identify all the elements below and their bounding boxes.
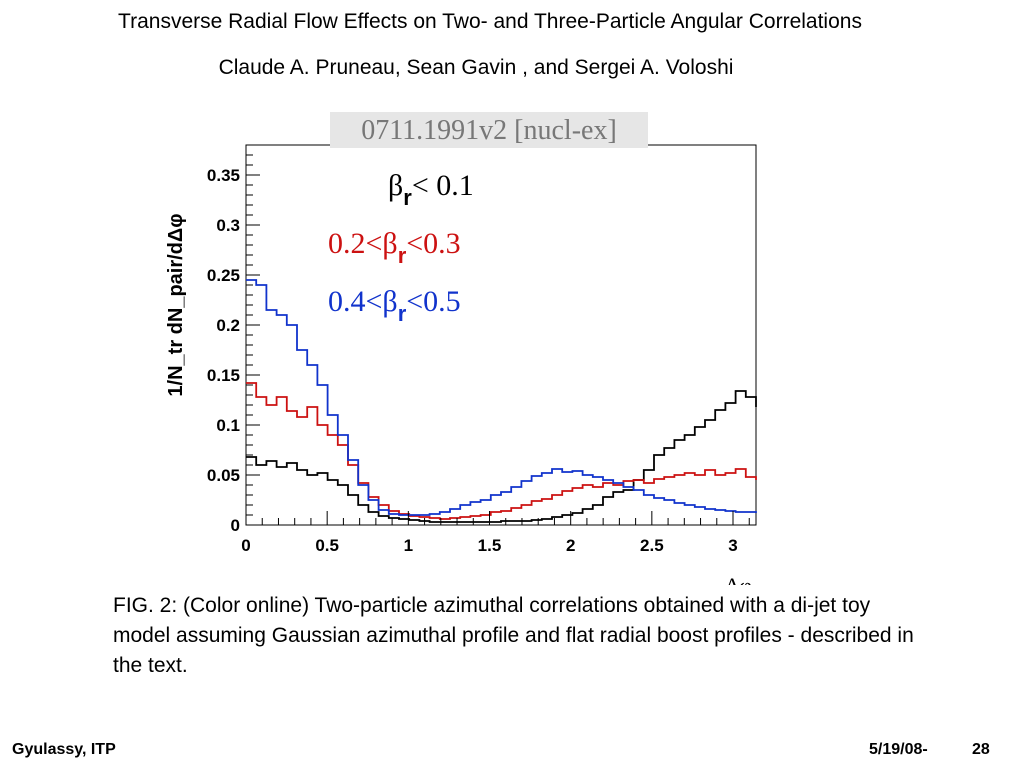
legend-entry-1: βr< 0.1 (388, 169, 474, 210)
footer-page-number: 28 (972, 741, 990, 758)
x-tick-label: 0 (241, 536, 250, 555)
legend-entry-2: 0.2<βr<0.3 (328, 227, 461, 268)
y-tick-label: 0.15 (207, 366, 240, 385)
footer-author: Gyulassy, ITP (12, 741, 116, 758)
x-tick-label: 0.5 (315, 536, 339, 555)
x-tick-label: 3 (728, 536, 737, 555)
slide-title: Transverse Radial Flow Effects on Two- a… (118, 10, 862, 33)
x-tick-label: 2.5 (640, 536, 664, 555)
y-tick-label: 0 (231, 516, 240, 535)
series-line-2 (246, 382, 757, 520)
series-line-3 (246, 279, 757, 516)
figure-caption: FIG. 2: (Color online) Two-particle azim… (113, 594, 914, 677)
x-axis-label: Δφ (725, 573, 752, 585)
footer-date: 5/19/08- (869, 741, 928, 758)
y-tick-label: 0.2 (216, 316, 240, 335)
y-tick-label: 0.05 (207, 466, 240, 485)
y-tick-label: 0.35 (207, 166, 240, 185)
legend-entry-3: 0.4<βr<0.5 (328, 285, 461, 326)
y-tick-label: 0.25 (207, 266, 240, 285)
watermark-box (330, 112, 648, 148)
slide-authors: Claude A. Pruneau, Sean Gavin , and Serg… (218, 56, 734, 79)
y-axis-label: 1/N_tr dN_pair/dΔφ (165, 213, 187, 396)
y-tick-label: 0.3 (216, 216, 240, 235)
series-line-1 (246, 390, 757, 523)
correlation-chart: 0 0.05 0.1 0.15 0.2 0.25 0.3 0.35 0 0.5 1 1.5 2 2.5 3 Δ… (165, 112, 757, 585)
y-tick-label: 0.1 (216, 416, 240, 435)
x-tick-label: 2 (566, 536, 575, 555)
x-tick-label: 1 (404, 536, 413, 555)
plot-frame (245, 144, 757, 526)
x-tick-label: 1.5 (478, 536, 502, 555)
watermark-text: 0711.1991v2 [nucl-ex] (361, 115, 617, 146)
